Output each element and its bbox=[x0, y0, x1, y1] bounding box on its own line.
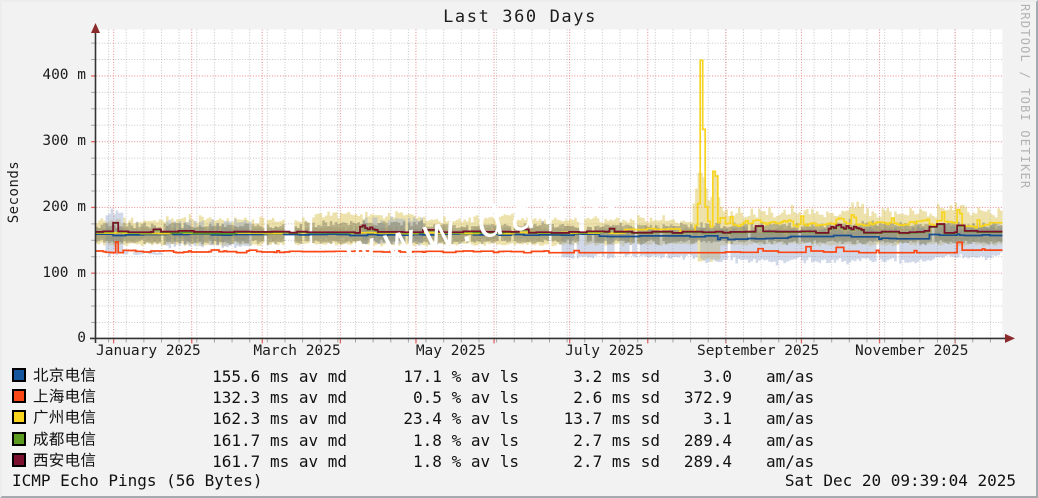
median-line-4 bbox=[95, 221, 1003, 234]
legend-host-name bbox=[33, 431, 98, 448]
legend-row: 132.3 ms av md 0.5 % av ls 2.6 ms sd 372.9 a… bbox=[2, 387, 1036, 408]
median-line-1 bbox=[95, 240, 1003, 254]
legend-amsd: 372.9 bbox=[683, 388, 732, 408]
legend-host-name bbox=[33, 388, 98, 405]
legend-host-name bbox=[33, 409, 98, 426]
legend-amas: am/as bbox=[766, 388, 815, 408]
legend-sd: 2.6 ms sd bbox=[573, 388, 660, 408]
x-axis-arrow bbox=[1005, 333, 1015, 343]
x-tick-label: January 2025 bbox=[96, 343, 201, 359]
legend-swatch bbox=[12, 368, 26, 382]
legend-amas: am/as bbox=[766, 367, 815, 386]
legend-sd: 2.7 ms sd bbox=[573, 451, 660, 471]
legend-loss: 17.1 % av ls bbox=[403, 367, 519, 386]
legend-row: 161.7 ms av md 1.8 % av ls 2.7 ms sd 289.4 a… bbox=[2, 451, 1036, 472]
legend-loss: 1.8 % av ls bbox=[413, 451, 519, 471]
legend-sd: 2.7 ms sd bbox=[573, 430, 660, 450]
legend-sd: 13.7 ms sd bbox=[563, 409, 660, 429]
legend-median: 161.7 ms av md bbox=[212, 430, 347, 450]
legend-median: 161.7 ms av md bbox=[212, 451, 347, 471]
legend-amsd: 3.0 bbox=[703, 367, 732, 386]
x-tick-label: September 2025 bbox=[696, 343, 820, 359]
legend-median: 162.3 ms av md bbox=[212, 409, 347, 429]
legend-amsd: 289.4 bbox=[683, 430, 732, 450]
legend-row: 155.6 ms av md 17.1 % av ls 3.2 ms sd 3.0 am… bbox=[2, 366, 1036, 387]
y-tick-label: 100 m bbox=[42, 264, 86, 281]
y-axis-arrow bbox=[91, 23, 100, 33]
x-tick-label: May 2025 bbox=[415, 343, 486, 359]
legend-row: 161.7 ms av md 1.8 % av ls 2.7 ms sd 289.4 a… bbox=[2, 430, 1036, 451]
graph-title: Last 360 Days bbox=[443, 7, 597, 27]
y-tick-label: 200 m bbox=[42, 198, 86, 215]
legend-amas: am/as bbox=[766, 451, 815, 471]
smoke-band-0 bbox=[95, 172, 1003, 262]
rrdtool-credit-text: RRDTOOL / TOBI OETIKER bbox=[1018, 4, 1032, 190]
x-tick-label: March 2025 bbox=[253, 343, 341, 359]
legend-swatch bbox=[12, 389, 26, 404]
legend-swatch bbox=[12, 410, 26, 425]
graph-timestamp: Sat Dec 20 09:39:04 2025 bbox=[784, 471, 1016, 490]
legend-host-name bbox=[33, 367, 98, 384]
legend-median: 155.6 ms av md bbox=[212, 367, 347, 386]
y-tick-label: 0 bbox=[77, 330, 86, 347]
legend-loss: 23.4 % av ls bbox=[403, 409, 519, 429]
legend-swatch bbox=[12, 452, 26, 467]
legend-amas: am/as bbox=[766, 430, 815, 450]
x-tick-label: November 2025 bbox=[855, 343, 969, 359]
legend-host-name bbox=[33, 452, 98, 469]
probe-description: ICMP Echo Pings (56 Bytes) bbox=[12, 471, 263, 490]
y-tick-label: 300 m bbox=[42, 133, 86, 150]
y-tick-label: 400 m bbox=[42, 67, 86, 84]
legend-amas: am/as bbox=[766, 409, 815, 429]
legend-loss: 1.8 % av ls bbox=[413, 430, 519, 450]
legend-swatch bbox=[12, 431, 26, 446]
legend-row: 162.3 ms av md 23.4 % av ls 13.7 ms sd 3.1 a… bbox=[2, 408, 1036, 429]
legend-sd: 3.2 ms sd bbox=[573, 367, 660, 386]
legend-amsd: 289.4 bbox=[683, 451, 732, 471]
x-tick-label: July 2025 bbox=[565, 343, 644, 359]
legend-amsd: 3.1 bbox=[703, 409, 732, 429]
legend-median: 132.3 ms av md bbox=[212, 388, 347, 408]
median-line-0 bbox=[95, 233, 1003, 241]
legend-loss: 0.5 % av ls bbox=[413, 388, 519, 408]
